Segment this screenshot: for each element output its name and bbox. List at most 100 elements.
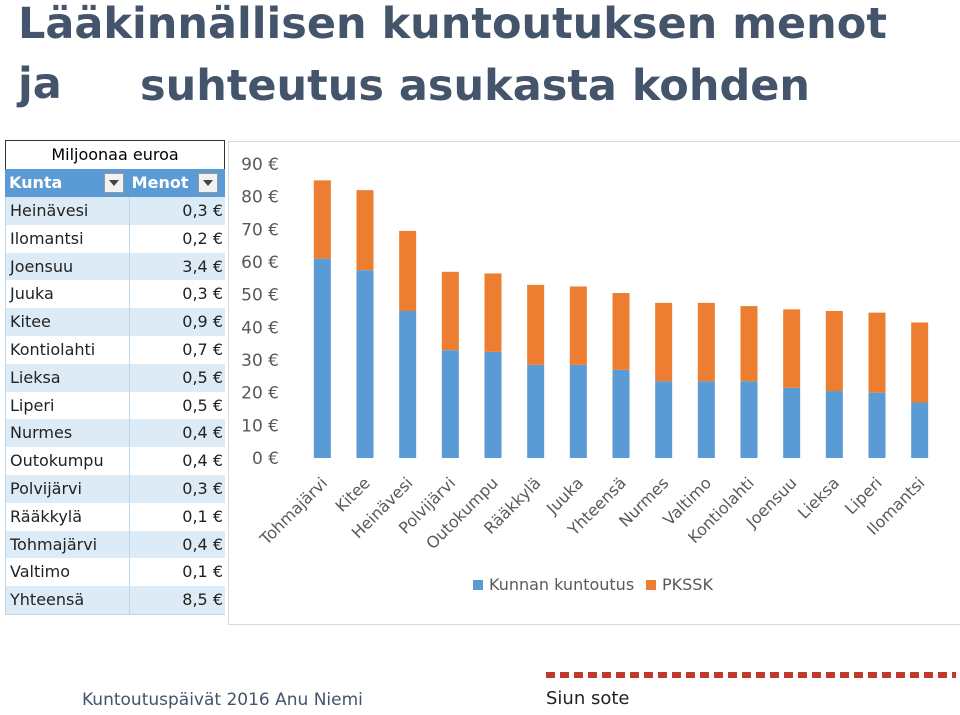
y-tick-label: 10 € (241, 416, 279, 436)
cell-menot: 3,4 € (182, 256, 223, 276)
title-line-2: suhteutus asukasta kohden (140, 61, 811, 111)
bar-pkssk (527, 284, 545, 365)
legend-label-pkssk: PKSSK (662, 575, 713, 594)
footer-text: Kuntoutuspäivät 2016 Anu Niemi (82, 690, 363, 710)
table-row: Polvijärvi 0,3 € (6, 474, 225, 503)
x-category-label: Tohmajärvi (255, 473, 331, 549)
bar-chart: 0 € 10 € 20 € 30 € 40 € 50 € 60 € 70 € 80 € 90 € T… (228, 141, 960, 625)
table-row: Tohmajärvi 0,4 € (6, 530, 225, 559)
table-row: Yhteensä 8,5 € (6, 586, 225, 614)
table-row: Kitee 0,9 € (6, 308, 225, 336)
cell-kunta: Polvijärvi (6, 474, 130, 503)
y-tick-label: 20 € (241, 384, 279, 404)
cell-kunta: Juuka (6, 280, 130, 309)
y-tick-label: 30 € (241, 351, 279, 371)
y-tick-label: 40 € (241, 318, 279, 338)
cell-menot: 0,4 € (182, 534, 223, 554)
bar-kunnan-kuntoutus (911, 402, 929, 458)
header-kunta: Kunta (5, 169, 126, 197)
bar-kunnan-kuntoutus (655, 381, 673, 458)
table-row: Liperi 0,5 € (6, 391, 225, 420)
header-menot-label: Menot (131, 173, 189, 192)
cell-kunta: Kitee (6, 308, 130, 336)
cell-kunta: Valtimo (6, 558, 130, 587)
cell-menot: 0,4 € (182, 423, 223, 443)
cell-kunta: Nurmes (6, 419, 130, 448)
bar-pkssk (399, 230, 417, 311)
expense-table: Miljoonaa euroa Kunta Menot Heinävesi 0,3… (5, 140, 225, 615)
cell-kunta: Kontiolahti (6, 335, 130, 364)
y-tick-label: 70 € (241, 220, 279, 240)
bar-kunnan-kuntoutus (783, 387, 801, 458)
table-header: Kunta Menot (5, 169, 225, 197)
bar-pkssk (655, 302, 673, 382)
table-row: Kontiolahti 0,7 € (6, 335, 225, 364)
table-row: Rääkkylä 0,1 € (6, 502, 225, 531)
bar-kunnan-kuntoutus (697, 381, 715, 458)
cell-menot: 0,5 € (182, 395, 223, 415)
table-row: Lieksa 0,5 € (6, 363, 225, 392)
y-tick-label: 80 € (241, 188, 279, 208)
bar-pkssk (825, 311, 843, 392)
cell-kunta: Outokumpu (6, 447, 130, 475)
bar-kunnan-kuntoutus (612, 369, 630, 458)
y-tick-label: 50 € (241, 286, 279, 306)
table-row: Heinävesi 0,3 € (6, 197, 225, 225)
bar-pkssk (783, 309, 801, 388)
bar-pkssk (911, 322, 929, 403)
bar-pkssk (569, 286, 587, 365)
table-row: Juuka 0,3 € (6, 280, 225, 309)
legend-label-kunnan-kuntoutus: Kunnan kuntoutus (489, 575, 634, 594)
y-tick-label: 90 € (241, 155, 279, 175)
bar-pkssk (313, 180, 331, 259)
table-row: Nurmes 0,4 € (6, 419, 225, 448)
cell-menot: 0,3 € (182, 284, 223, 304)
bar-pkssk (612, 293, 630, 370)
cell-menot: 8,5 € (182, 590, 223, 610)
cell-kunta: Ilomantsi (6, 224, 130, 253)
cell-kunta: Joensuu (6, 252, 130, 281)
bar-kunnan-kuntoutus (399, 311, 417, 458)
header-kunta-label: Kunta (9, 173, 63, 192)
bar-kunnan-kuntoutus (825, 391, 843, 458)
bar-kunnan-kuntoutus (868, 392, 886, 458)
bar-pkssk (868, 312, 886, 393)
y-tick-label: 0 € (252, 449, 279, 469)
filter-dropdown-icon[interactable] (104, 173, 124, 193)
table-unit-label: Miljoonaa euroa (5, 140, 225, 169)
bar-kunnan-kuntoutus (740, 381, 758, 458)
header-menot: Menot (126, 169, 225, 197)
cell-menot: 0,9 € (182, 312, 223, 332)
bar-kunnan-kuntoutus (569, 364, 587, 458)
cell-menot: 0,7 € (182, 339, 223, 359)
cell-menot: 0,4 € (182, 451, 223, 471)
cell-menot: 0,5 € (182, 367, 223, 387)
x-category-label: Lieksa (794, 473, 843, 522)
bar-pkssk (740, 306, 758, 382)
table-row: Ilomantsi 0,2 € (6, 224, 225, 253)
legend-swatch-kunnan-kuntoutus (473, 580, 483, 590)
table-row: Joensuu 3,4 € (6, 252, 225, 281)
bar-kunnan-kuntoutus (527, 364, 545, 458)
filter-dropdown-icon[interactable] (197, 173, 218, 193)
bar-kunnan-kuntoutus (356, 270, 374, 458)
cell-kunta: Rääkkylä (6, 502, 130, 531)
bar-pkssk (356, 190, 374, 271)
table-row: Outokumpu 0,4 € (6, 447, 225, 475)
legend-swatch-pkssk (646, 580, 656, 590)
cell-menot: 0,2 € (182, 228, 223, 248)
cell-kunta: Lieksa (6, 363, 130, 392)
brand-name: Siun sote (546, 688, 630, 709)
cell-menot: 0,3 € (182, 478, 223, 498)
table-body: Heinävesi 0,3 € Ilomantsi 0,2 € Joensuu 3,4 €… (5, 197, 225, 615)
cell-kunta: Liperi (6, 391, 130, 420)
bar-kunnan-kuntoutus (484, 351, 502, 458)
title-line-1: Lääkinnällisen kuntoutuksen menot ja (18, 0, 887, 109)
table-row: Valtimo 0,1 € (6, 558, 225, 587)
cell-kunta: Heinävesi (6, 197, 130, 225)
bar-kunnan-kuntoutus (441, 350, 459, 458)
bar-pkssk (441, 271, 459, 351)
cell-menot: 0,1 € (182, 562, 223, 582)
bar-kunnan-kuntoutus (313, 258, 331, 458)
cell-kunta: Tohmajärvi (6, 530, 130, 559)
